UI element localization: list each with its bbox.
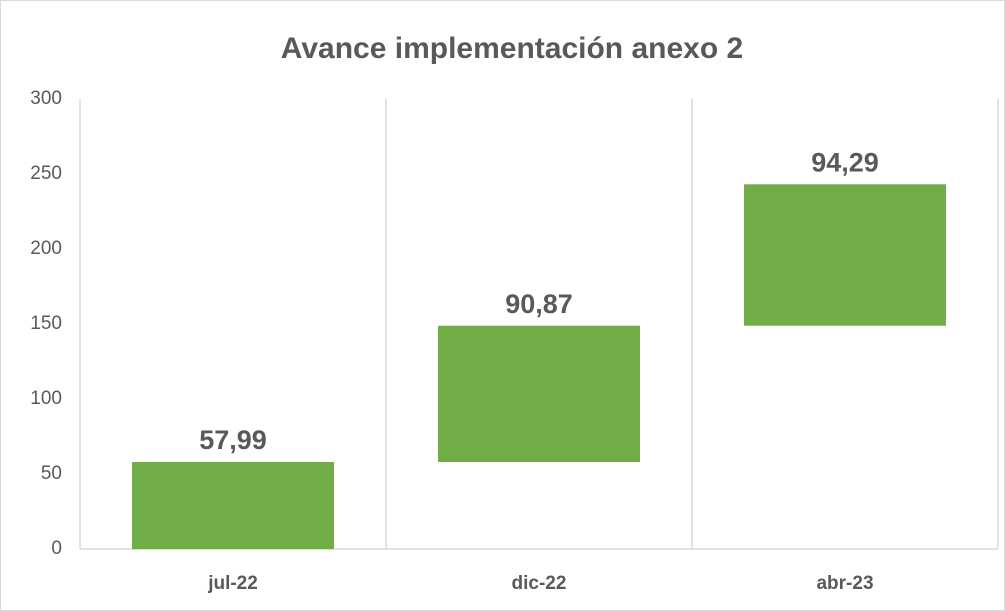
chart-title: Avance implementación anexo 2	[281, 32, 743, 65]
value-label: 90,87	[505, 289, 573, 319]
y-tick-label: 0	[51, 538, 62, 559]
value-label: 57,99	[199, 425, 267, 455]
y-tick-label: 300	[30, 88, 62, 109]
x-tick-label: abr-23	[816, 573, 873, 594]
x-tick-label: dic-22	[512, 573, 567, 594]
bar	[438, 325, 640, 463]
y-tick-label: 250	[30, 163, 62, 184]
bar	[132, 462, 334, 549]
y-tick-label: 100	[30, 388, 62, 409]
x-tick-label: jul-22	[207, 573, 258, 594]
y-tick-label: 200	[30, 238, 62, 259]
bar	[744, 184, 946, 326]
y-tick-label: 150	[30, 313, 62, 334]
y-tick-label: 50	[41, 463, 62, 484]
value-label: 94,29	[811, 147, 879, 177]
